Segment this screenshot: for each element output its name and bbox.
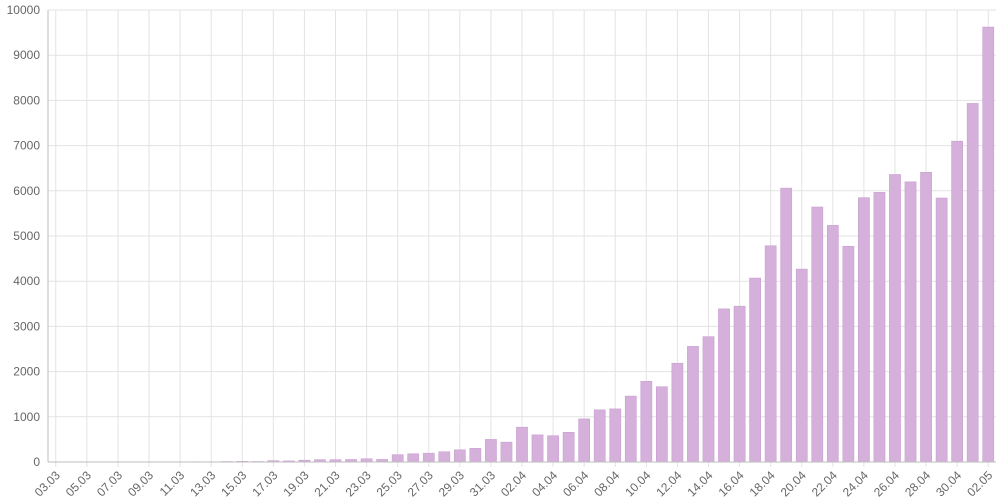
y-tick-label: 7000	[13, 139, 40, 153]
bar-06.04	[578, 418, 591, 463]
bar-15.04	[718, 308, 730, 463]
x-tick-label: 25.03	[374, 468, 405, 499]
x-tick-label: 19.03	[280, 468, 311, 499]
x-tick-label: 28.04	[902, 468, 933, 499]
bar-10.04	[640, 381, 653, 463]
bar-27.03	[422, 452, 435, 463]
bar-07.04	[593, 409, 606, 463]
y-tick-label: 5000	[13, 229, 40, 243]
x-tick-label: 10.04	[622, 468, 653, 499]
x-tick-label: 04.04	[529, 468, 560, 499]
x-tick-label: 30.04	[933, 468, 964, 499]
bar-02.04	[516, 426, 528, 463]
x-axis-ticks: 03.03 05.03 07.03 09.03 11.03 13.03 15.03 17.03…	[32, 468, 996, 499]
bar-28.03	[438, 451, 451, 463]
bar-11.04	[656, 386, 668, 463]
bar-31.03	[485, 439, 497, 463]
x-tick-label: 27.03	[405, 468, 436, 499]
bar-08.04	[609, 408, 622, 463]
bar-26.03	[407, 453, 420, 463]
x-tick-label: 20.04	[778, 468, 809, 499]
bar-24.04	[858, 197, 870, 463]
x-tick-label: 16.04	[716, 468, 747, 499]
bar-29.03	[453, 449, 466, 463]
bar-22.04	[826, 225, 839, 463]
bar-23.04	[842, 245, 855, 463]
bar-28.04	[920, 171, 932, 463]
x-tick-label: 15.03	[218, 468, 249, 499]
x-tick-label: 02.04	[498, 468, 529, 499]
x-tick-label: 24.04	[840, 468, 871, 499]
bar-21.04	[811, 206, 824, 463]
y-tick-label: 6000	[13, 184, 40, 198]
x-tick-label: 21.03	[311, 468, 342, 499]
bar-01.04	[500, 441, 513, 463]
grid-lines	[48, 9, 996, 467]
y-tick-label: 9000	[13, 48, 40, 62]
y-tick-label: 8000	[13, 93, 40, 107]
y-tick-label: 4000	[13, 274, 40, 288]
x-tick-label: 14.04	[684, 468, 715, 499]
y-tick-label: 0	[33, 455, 40, 469]
bar-01.05	[966, 103, 979, 463]
x-tick-label: 07.03	[94, 468, 125, 499]
bar-29.04	[935, 197, 948, 463]
bar-13.04	[687, 346, 699, 463]
bar-20.04	[795, 268, 808, 463]
y-axis-ticks: 0 1000 2000 3000 4000 5000 6000 7000 8000 9000 100…	[7, 3, 41, 469]
bar-02.05	[982, 26, 995, 463]
bar-14.04	[702, 336, 715, 463]
bar-25.03	[391, 454, 404, 463]
bar-30.03	[469, 448, 482, 463]
x-tick-label: 03.03	[32, 468, 63, 499]
bar-09.04	[624, 395, 637, 463]
x-tick-label: 11.03	[157, 468, 188, 499]
y-tick-label: 10000	[7, 3, 41, 17]
x-tick-label: 08.04	[591, 468, 622, 499]
bar-16.04	[733, 305, 746, 463]
x-tick-label: 31.03	[467, 468, 498, 499]
x-tick-label: 29.03	[436, 468, 467, 499]
bar-05.04	[562, 432, 575, 463]
bar-19.04	[780, 187, 793, 463]
x-tick-label: 26.04	[871, 468, 902, 499]
y-tick-label: 1000	[13, 410, 40, 424]
x-tick-label: 18.04	[747, 468, 778, 499]
x-tick-label: 22.04	[809, 468, 840, 499]
bar-04.04	[547, 435, 559, 463]
bar-27.04	[904, 181, 917, 463]
y-tick-label: 3000	[13, 319, 40, 333]
bar-30.04	[951, 140, 963, 463]
x-tick-label: 05.03	[63, 468, 94, 499]
y-tick-label: 2000	[13, 365, 40, 379]
x-tick-label: 23.03	[343, 468, 374, 499]
x-tick-label: 12.04	[653, 468, 684, 499]
bar-18.04	[764, 245, 777, 463]
bar-26.04	[889, 174, 901, 463]
x-tick-label: 13.03	[187, 468, 218, 499]
bar-03.04	[531, 434, 544, 463]
bar-25.04	[873, 192, 886, 463]
x-tick-label: 17.03	[249, 468, 280, 499]
x-tick-label: 02.05	[964, 468, 995, 499]
x-tick-label: 06.04	[560, 468, 591, 499]
bar-12.04	[671, 362, 684, 463]
bar-17.04	[749, 277, 761, 463]
x-tick-label: 09.03	[125, 468, 156, 499]
